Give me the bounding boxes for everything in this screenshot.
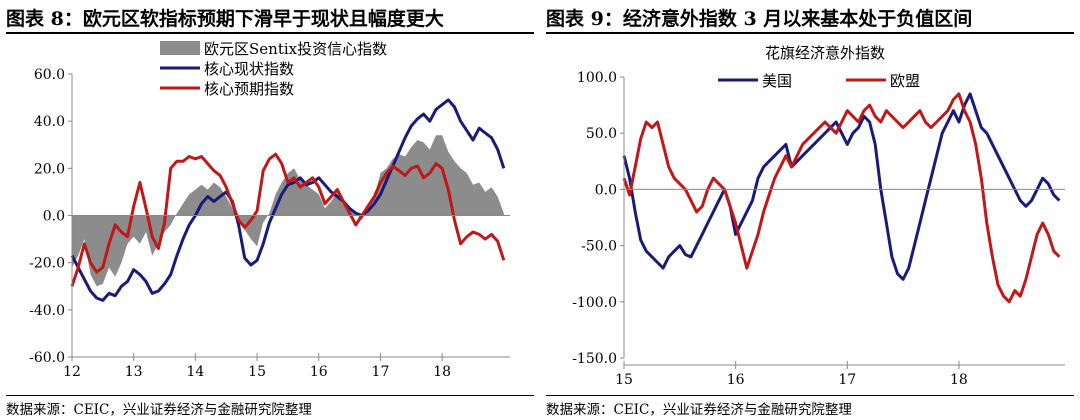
x-tick-label: 16	[727, 372, 745, 388]
chart-panel-left: 图表 8：欧元区软指标预期下滑早于现状且幅度更大 60.0 40.0 20.0 0.0…	[6, 8, 534, 418]
x-tick-label: 17	[372, 364, 390, 380]
source-note: 数据来源：CEIC，兴业证券经济与金融研究院整理	[6, 402, 312, 418]
legend-label: 欧元区Sentix投资信心指数	[204, 40, 387, 58]
series-欧元区Sentix投资信心指数	[72, 135, 504, 287]
chart-title: 花旗经济意外指数	[765, 44, 885, 62]
legend-label: 美国	[762, 72, 792, 90]
x-tick-label: 12	[63, 364, 81, 380]
y-tick-label: 0.0	[595, 182, 617, 198]
y-tick-label: 100.0	[577, 70, 617, 86]
x-tick-label: 17	[838, 372, 856, 388]
legend-label: 欧盟	[890, 72, 920, 90]
series-核心现状指数	[70, 98, 506, 302]
series-核心预期指数	[70, 152, 506, 287]
y-tick-label: 40.0	[34, 114, 65, 130]
y-tick-label: 60.0	[34, 67, 65, 83]
x-tick-label: 14	[186, 364, 204, 380]
x-tick-label: 18	[950, 372, 968, 388]
y-tick-label: 20.0	[34, 161, 65, 177]
title-rule	[546, 32, 1074, 34]
series-美国	[622, 92, 1061, 281]
x-tick-label: 15	[615, 372, 633, 388]
x-tick-label: 16	[310, 364, 328, 380]
y-tick-label: -60.0	[29, 350, 65, 366]
x-tick-label: 13	[125, 364, 143, 380]
chart-left: 60.0 40.0 20.0 0.0 -20.0 -40.0 -60.012 13 14 15 16…	[29, 40, 510, 380]
figure-title: 图表 9：经济意外指数 3 月以来基本处于负值区间	[546, 8, 973, 30]
x-tick-label: 18	[433, 364, 451, 380]
y-tick-label: -40.0	[29, 303, 65, 319]
chart-panel-right: 图表 9：经济意外指数 3 月以来基本处于负值区间 花旗经济意外指数 100.0 5…	[540, 0, 1080, 420]
x-tick-label: 15	[248, 364, 266, 380]
legend-swatch	[160, 41, 200, 55]
y-tick-label: -50.0	[581, 239, 617, 255]
source-rule	[6, 395, 534, 396]
chart-right: 花旗经济意外指数 100.0 50.0 0.0 -50.0 -100.0 -150.0 15 1…	[572, 44, 1065, 388]
legend-label: 核心现状指数	[204, 60, 294, 78]
y-tick-label: 0.0	[43, 209, 65, 225]
figure-title: 图表 8：欧元区软指标预期下滑早于现状且幅度更大	[6, 8, 444, 30]
title-rule	[6, 32, 534, 34]
y-tick-label: -20.0	[29, 256, 65, 272]
y-tick-label: -100.0	[572, 295, 617, 311]
y-tick-label: -150.0	[572, 351, 617, 367]
source-note: 数据来源：CEIC，兴业证券经济与金融研究院整理	[546, 402, 852, 418]
y-tick-label: 50.0	[586, 126, 617, 142]
series-欧盟	[622, 92, 1061, 304]
legend-label: 核心预期指数	[204, 80, 294, 98]
source-rule	[546, 395, 1074, 396]
